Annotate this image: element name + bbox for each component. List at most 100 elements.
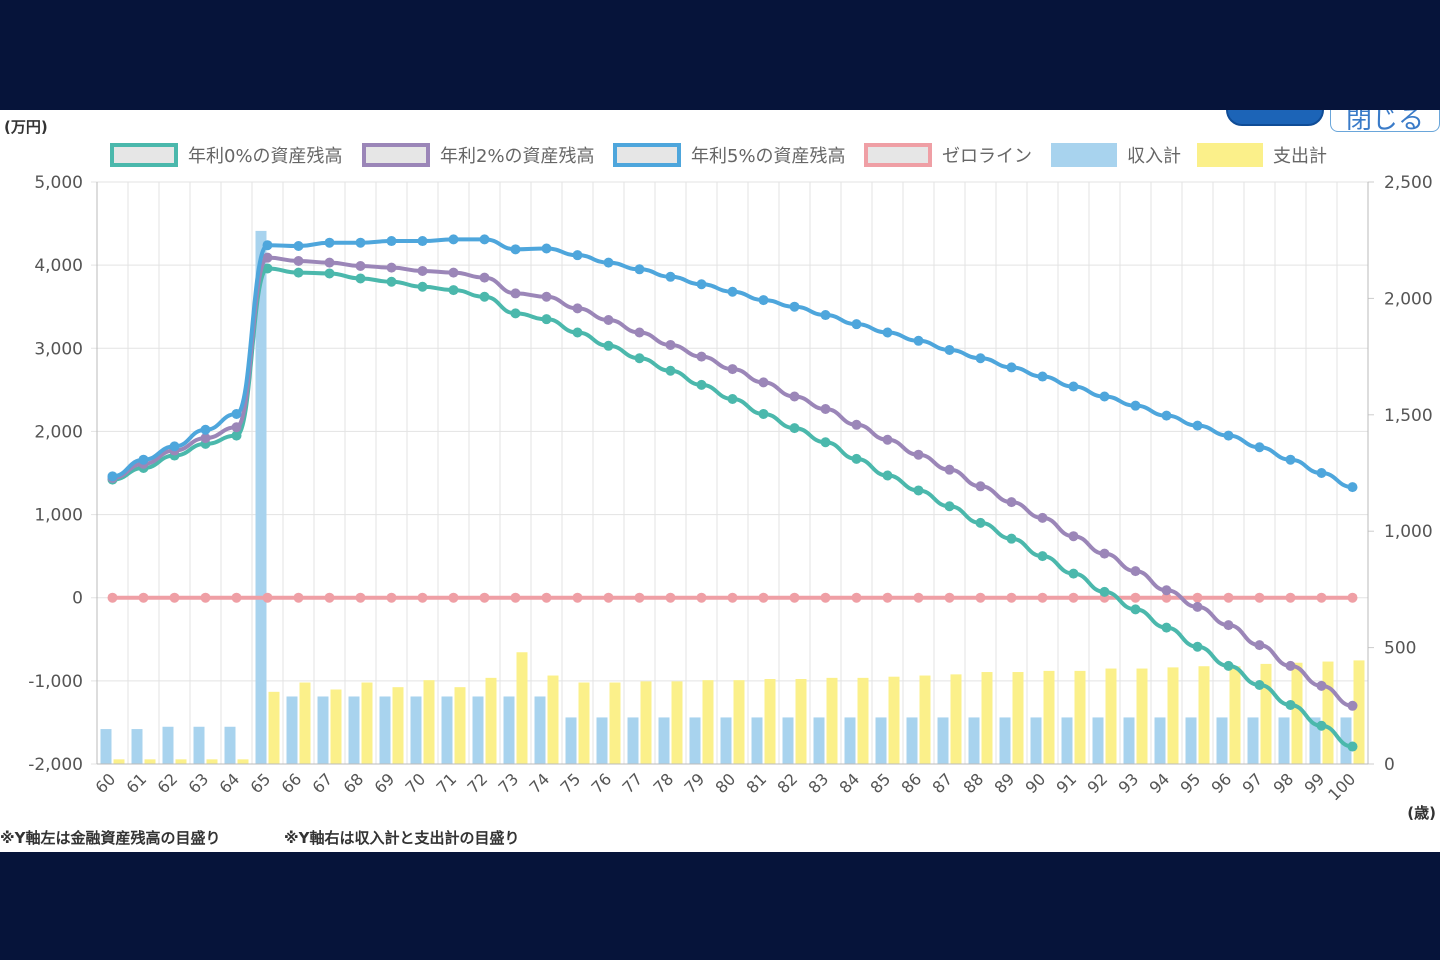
legend-item-rate0[interactable]: 年利0%の資産残高 [110, 143, 343, 167]
income-bar [999, 717, 1011, 764]
rate0-data-point [1285, 699, 1296, 710]
legend-item-zero-line[interactable]: ゼロライン [864, 143, 1032, 167]
detail-button[interactable] [1226, 110, 1324, 126]
x-axis-tick-label: 88 [959, 769, 987, 797]
rate2-data-point [1285, 660, 1296, 671]
right-axis-tick-label: 2,000 [1384, 289, 1433, 309]
legend-item-rate5[interactable]: 年利5%の資産残高 [613, 143, 846, 167]
rate2-data-point [262, 252, 273, 263]
expense-bar [764, 679, 776, 764]
rate0-data-point [1254, 680, 1265, 691]
rate2-data-point [882, 434, 893, 445]
rate0-data-point [231, 430, 242, 441]
x-axis-tick-label: 96 [1207, 769, 1235, 797]
rate5-data-point [324, 237, 335, 248]
bar-layer [100, 230, 1365, 764]
rate2-data-point [1254, 640, 1265, 651]
income-bar [100, 729, 112, 764]
income-bar [472, 696, 484, 764]
x-axis-tick-label: 70 [401, 769, 429, 797]
x-axis-tick-label: 91 [1052, 769, 1080, 797]
rate0-data-point [975, 517, 986, 528]
rate5-data-point [1192, 420, 1203, 431]
rate0-data-point [479, 291, 490, 302]
legend-label: ゼロライン [942, 146, 1032, 167]
x-axis-tick-label: 87 [928, 769, 956, 797]
legend-swatch [362, 143, 430, 167]
rate0-data-point [944, 501, 955, 512]
income-bar [348, 696, 360, 764]
x-axis-tick-label: 93 [1114, 769, 1142, 797]
zero-line-point [355, 592, 366, 603]
rate5-data-point [1161, 410, 1172, 421]
zero-line-point [541, 592, 552, 603]
rate0-data-point [1006, 533, 1017, 544]
expense-bar [237, 759, 249, 764]
legend-swatch [110, 143, 178, 167]
x-axis-tick-label: 67 [308, 769, 336, 797]
x-axis-tick-label: 98 [1269, 769, 1297, 797]
zero-line-point [479, 592, 490, 603]
rate2-data-point [1316, 680, 1327, 691]
rate5-data-point [479, 234, 490, 245]
zero-line-point [231, 592, 242, 603]
expense-bar [392, 687, 404, 764]
expense-bar [1198, 666, 1210, 764]
income-bar [937, 717, 949, 764]
rate5-data-point [1037, 371, 1048, 382]
left-axis-tick-label: 3,000 [34, 339, 83, 359]
right-axis-tick-label: 500 [1384, 639, 1416, 659]
rate0-data-point [1161, 622, 1172, 633]
income-bar [255, 230, 267, 764]
expense-bar [609, 682, 621, 764]
rate0-data-point [882, 470, 893, 481]
rate0-data-point [541, 314, 552, 325]
expense-bar [702, 680, 714, 764]
rate5-data-point [231, 408, 242, 419]
income-bar [410, 696, 422, 764]
rate5-data-point [169, 441, 180, 452]
rate5-data-point [758, 295, 769, 306]
income-bar [1216, 717, 1228, 764]
expense-bar [361, 682, 373, 764]
expense-bar [1043, 670, 1055, 764]
legend-item-income[interactable]: 収入計 [1051, 143, 1181, 167]
legend-label: 年利2%の資産残高 [440, 146, 595, 167]
legend-item-expense[interactable]: 支出計 [1197, 143, 1327, 167]
legend-label: 年利0%の資産残高 [188, 146, 343, 167]
close-button[interactable]: 閉じる [1330, 110, 1440, 135]
rate5-data-point [1099, 391, 1110, 402]
rate2-data-point [417, 265, 428, 276]
rate5-data-point [448, 234, 459, 245]
zero-line-point [1130, 592, 1141, 603]
expense-bar [1105, 668, 1117, 764]
x-axis-tick-label: 81 [742, 769, 770, 797]
rate0-data-point [758, 408, 769, 419]
income-bar [1154, 717, 1166, 764]
rate5-data-point [1068, 381, 1079, 392]
rate5-data-point [851, 319, 862, 330]
expense-bar [919, 675, 931, 764]
legend[interactable]: 年利0%の資産残高 年利2%の資産残高 年利5%の資産残高 ゼロライン 収入計 支出計 [110, 143, 1327, 167]
rate5-data-point [200, 424, 211, 435]
expense-bar [950, 674, 962, 764]
x-axis-tick-label: 74 [525, 769, 553, 797]
x-axis-tick-label: 60 [91, 769, 119, 797]
legend-item-rate2[interactable]: 年利2%の資産残高 [362, 143, 595, 167]
zero-line-point [417, 592, 428, 603]
x-axis-tick-label: 80 [711, 769, 739, 797]
rate2-data-point [727, 364, 738, 375]
rate2-data-point [1068, 531, 1079, 542]
income-bar [131, 729, 143, 764]
zero-line-point [572, 592, 583, 603]
income-bar [689, 717, 701, 764]
rate5-data-point [1130, 400, 1141, 411]
rate0-series-line [112, 266, 1353, 749]
top-buttons: 閉じる [0, 110, 1440, 140]
x-axis-tick-label: 97 [1238, 769, 1266, 797]
chart-panel: (万円) 5,000 4,000 3,000 2,000 1,000 0 -1,000 -2,… [0, 110, 1440, 852]
rate2-data-point [1130, 566, 1141, 577]
zero-line-point [1254, 592, 1265, 603]
zero-line-point [448, 592, 459, 603]
rate5-data-point [1254, 442, 1265, 453]
